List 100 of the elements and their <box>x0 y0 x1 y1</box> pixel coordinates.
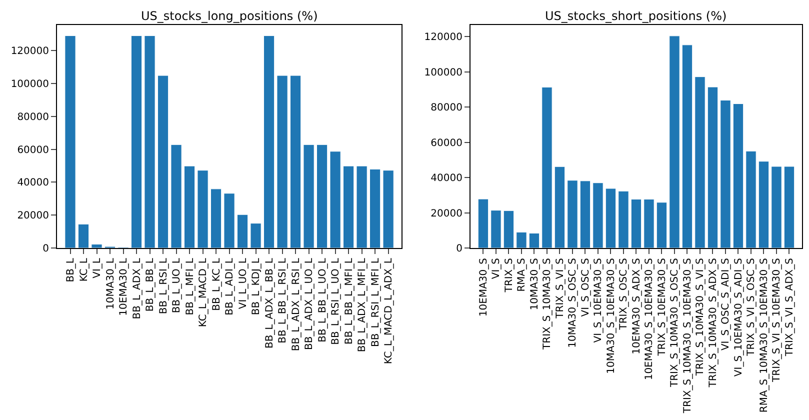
x-tick-label: BB_L_BB_L_UO_L <box>317 258 328 342</box>
bar <box>669 36 680 248</box>
x-tick-label: TRIX_S_10EMA30_S <box>656 258 668 357</box>
x-tick-label: VI_S_OSC_S <box>580 258 592 317</box>
bar <box>707 86 718 248</box>
x-tick-label: KC_L_MACD_L <box>198 258 210 328</box>
bar <box>290 75 302 248</box>
x-tick-label: TRIX_S_10MA30_S <box>542 258 554 350</box>
bar <box>330 151 341 248</box>
bar <box>91 244 102 248</box>
bar <box>644 198 654 248</box>
y-tick-label: 120000 <box>424 32 462 44</box>
x-tick-label: 10EMA30_S_10EMA30_S <box>644 258 656 380</box>
x-tick-label: BB_L <box>66 258 76 282</box>
bar <box>224 193 235 248</box>
x-tick-label: BB_L_RSI_L_MFI_L <box>370 258 382 348</box>
bar <box>157 75 169 248</box>
bar <box>303 144 314 248</box>
bar <box>250 223 262 248</box>
x-tick-label: VI_S_10EMA30_S_ADI_S <box>733 258 744 377</box>
bar <box>542 86 552 248</box>
bar <box>316 144 328 248</box>
x-tick-label: 10MA30_L <box>105 258 116 310</box>
x-tick-label: 10EMA30_S <box>478 258 490 317</box>
y-tick-label: 40000 <box>430 173 462 184</box>
x-tick-label: BB_L_ADI_L <box>224 258 236 316</box>
x-tick-label: TRIX_S_10MA30_S_10EMA30_S <box>682 258 694 414</box>
bar <box>618 190 629 248</box>
x-tick-label: TRIX_S_10MA30_S_VI_S <box>695 258 706 377</box>
x-tick-label: TRIX_S <box>504 258 515 294</box>
x-tick-label: BB_L_RSI_L_UO_L <box>330 258 342 345</box>
x-tick-label: BB_L_RSI_L <box>158 258 170 314</box>
x-tick-label: 10MA30_S_OSC_S <box>568 258 579 348</box>
y-tick-label: 40000 <box>17 178 49 189</box>
bar <box>78 224 90 248</box>
bar <box>630 198 642 248</box>
bar <box>263 35 275 248</box>
x-tick-label: 10MA30_S_10EMA30_S <box>606 258 617 374</box>
bar <box>656 202 668 248</box>
y-tick-label: 120000 <box>10 46 49 58</box>
bar <box>605 188 616 248</box>
bar <box>554 166 566 248</box>
bar <box>682 44 693 248</box>
bar <box>580 180 591 248</box>
x-tick-label: TRIX_S_VI_S <box>554 258 566 320</box>
x-tick-label: BB_L_KDJ_L <box>251 258 262 316</box>
bar <box>382 170 394 248</box>
x-tick-label: VI_L <box>92 258 104 278</box>
x-tick-label: VI_L_UO_L <box>238 258 249 310</box>
bar <box>503 210 514 248</box>
x-tick-label: BB_L_KC_L <box>211 258 222 311</box>
x-tick-label: RMA_S_10MA30_S_10EMA30_S <box>758 258 770 413</box>
bar <box>64 35 76 248</box>
bar <box>170 144 182 248</box>
x-tick-label: VI_S_10EMA30_S <box>593 258 604 343</box>
x-tick-label: TRIX_S_10MA30_S_ADX_S <box>708 258 719 388</box>
bar <box>784 166 795 248</box>
y-tick-label: 20000 <box>430 208 462 220</box>
x-tick-label: BB_L_BB_L_RSI_L <box>278 258 289 344</box>
chart-title: US_stocks_short_positions (%) <box>545 9 727 23</box>
y-tick-label: 0 <box>456 244 462 254</box>
bar <box>746 150 756 248</box>
x-tick-label: RMA_S <box>516 258 528 292</box>
x-tick-label: TRIX_S_VI_S_OSC_S <box>746 258 758 357</box>
x-tick-label: VI_S_OSC_S_ADI_S <box>720 258 732 351</box>
x-tick-label: BB_L_ADX_L <box>132 258 143 320</box>
bar <box>758 161 770 248</box>
x-tick-label: 10EMA30_S_ADX_S <box>631 258 642 354</box>
x-tick-label: BB_L_MFI_L <box>184 258 196 316</box>
bar <box>370 168 381 248</box>
bar <box>720 100 731 248</box>
x-tick-label: TRIX_S_OSC_S <box>618 258 630 331</box>
y-tick-label: 60000 <box>430 138 462 149</box>
x-tick-label: BB_L_ADX_L_RSI_L <box>290 258 302 352</box>
bar <box>694 76 706 248</box>
y-tick-label: 60000 <box>17 144 49 156</box>
bar <box>356 166 368 248</box>
x-tick-label: VI_S <box>491 258 502 280</box>
bar <box>592 182 604 248</box>
bar <box>210 188 222 248</box>
x-tick-label: BB_L_BB_L_MFI_L <box>344 258 355 344</box>
x-tick-label: BB_L_ADX_L_MFI_L <box>357 258 368 352</box>
bar <box>528 232 540 248</box>
x-tick-label: BB_L_UO_L <box>172 258 183 314</box>
bar <box>490 210 502 248</box>
bar <box>197 170 208 248</box>
bar <box>144 35 156 248</box>
x-tick-label: BB_L_BB_L <box>145 258 156 312</box>
bar <box>478 198 489 248</box>
x-tick-label: TRIX_S_VI_S_ADX_S <box>784 258 796 358</box>
bar <box>732 103 744 248</box>
x-tick-label: KC_L <box>78 258 90 282</box>
bar <box>130 35 142 248</box>
y-tick-label: 100000 <box>424 67 462 78</box>
x-tick-label: 10MA30_S <box>529 258 540 310</box>
bar <box>184 166 196 248</box>
bar <box>276 75 288 248</box>
x-tick-label: KC_L_MACD_L_ADX_L <box>384 258 395 364</box>
bar <box>567 180 578 248</box>
y-tick-label: 80000 <box>17 112 49 123</box>
